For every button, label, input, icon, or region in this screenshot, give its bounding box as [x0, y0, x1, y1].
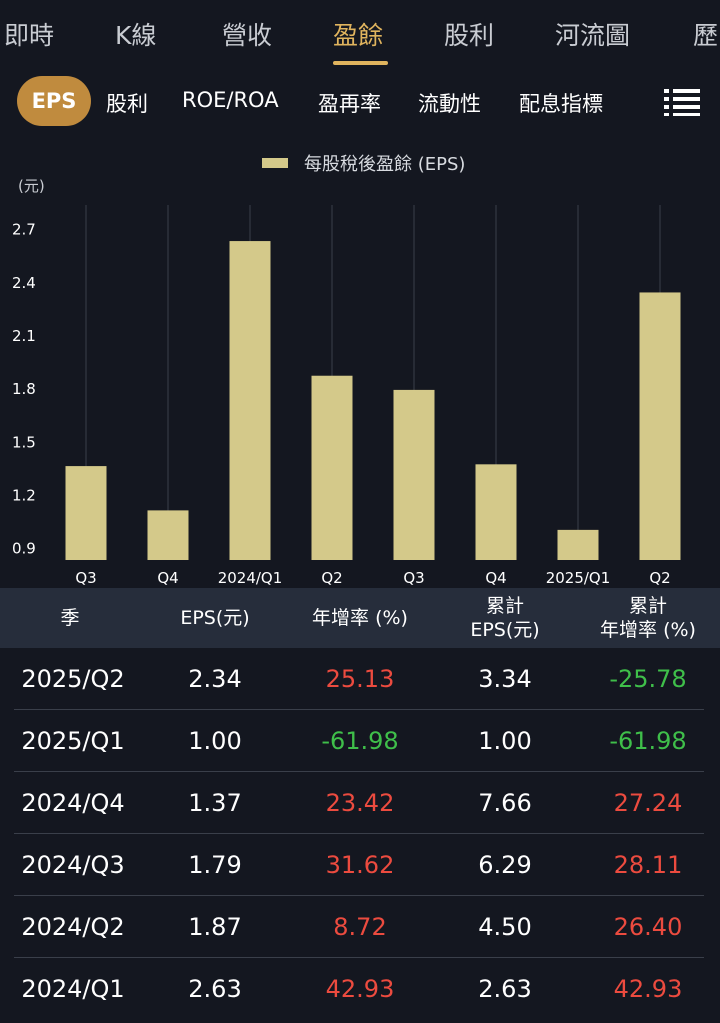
eps-chart: 每股稅後盈餘 (EPS) (元) Q3 Q4 2024/Q1 Q2 Q3 Q4 2025/Q…	[0, 140, 720, 590]
cell-yoy: -61.98	[321, 727, 399, 755]
sub-tab-bar: EPS 股利 ROE/ROA 盈再率 流動性 配息指標	[0, 68, 720, 134]
cell-yoy: 25.13	[325, 665, 395, 693]
menu-icon[interactable]	[664, 88, 700, 116]
cell-cumulative-eps: 6.29	[478, 851, 532, 879]
eps-bar[interactable]	[393, 389, 435, 560]
cell-yoy: 31.62	[325, 851, 395, 879]
cell-eps: 2.63	[188, 975, 242, 1003]
active-tab-indicator	[333, 61, 388, 65]
tab-earnings[interactable]: 盈餘	[333, 21, 384, 50]
header-season: 季	[60, 607, 80, 629]
eps-bar-chart: 每股稅後盈餘 (EPS) (元) Q3 Q4 2024/Q1 Q2 Q3 Q4 2025/Q…	[12, 154, 681, 587]
y-tick-label: 2.1	[12, 327, 36, 345]
cell-eps: 1.00	[188, 727, 242, 755]
cell-eps: 1.37	[188, 789, 242, 817]
x-tick-label: Q3	[75, 569, 96, 587]
cell-cumulative-eps: 4.50	[478, 913, 532, 941]
x-tick-label: 2024/Q1	[218, 569, 283, 587]
tab-history[interactable]: 歷	[693, 21, 719, 50]
cell-eps: 2.34	[188, 665, 242, 693]
tab-kline[interactable]: K線	[115, 21, 157, 50]
x-tick-label: 2025/Q1	[546, 569, 611, 587]
cell-cumulative-yoy: 27.24	[613, 789, 683, 817]
table-row[interactable]: 2024/Q2 1.87 8.72 4.50 26.40	[14, 896, 704, 958]
table-header: 季 EPS(元) 年增率 (%) 累計 EPS(元) 累計 年增率 (%)	[0, 588, 720, 648]
eps-bar[interactable]	[311, 375, 353, 560]
subtab-dividend[interactable]: 股利	[106, 92, 148, 116]
cell-cumulative-eps: 1.00	[478, 727, 532, 755]
header-eps: EPS(元)	[180, 607, 250, 629]
eps-bar[interactable]	[475, 464, 517, 560]
eps-bar[interactable]	[65, 466, 107, 560]
header-yoy: 年增率 (%)	[312, 607, 408, 629]
header-cumulative-yoy: 累計 年增率 (%)	[600, 595, 696, 641]
cell-season: 2024/Q2	[21, 913, 125, 941]
cell-eps: 1.87	[188, 913, 242, 941]
cell-cumulative-yoy: 26.40	[613, 913, 683, 941]
cell-cumulative-eps: 3.34	[478, 665, 532, 693]
table-row[interactable]: 2025/Q1 1.00 -61.98 1.00 -61.98	[14, 710, 704, 772]
table-row[interactable]: 2024/Q3 1.79 31.62 6.29 28.11	[14, 834, 704, 896]
cell-cumulative-yoy: -61.98	[609, 727, 687, 755]
table-row[interactable]: 2024/Q4 1.37 23.42 7.66 27.24	[14, 772, 704, 834]
y-tick-label: 0.9	[12, 540, 36, 558]
y-tick-label: 2.7	[12, 221, 36, 239]
cell-season: 2025/Q2	[21, 665, 125, 693]
x-tick-label: Q4	[485, 569, 506, 587]
x-tick-label: Q2	[649, 569, 670, 587]
cell-cumulative-yoy: 42.93	[613, 975, 683, 1003]
tab-realtime[interactable]: 即時	[4, 21, 55, 50]
cell-cumulative-eps: 2.63	[478, 975, 532, 1003]
y-tick-label: 1.8	[12, 380, 36, 398]
cell-season: 2024/Q3	[21, 851, 125, 879]
y-tick-label: 1.2	[12, 486, 36, 504]
table-row[interactable]: 2024/Q1 2.63 42.93 2.63 42.93	[14, 958, 704, 1020]
eps-bar[interactable]	[229, 241, 271, 560]
cell-yoy: 8.72	[333, 913, 387, 941]
eps-bar[interactable]	[147, 510, 189, 560]
legend-label: 每股稅後盈餘 (EPS)	[304, 154, 465, 175]
header-cumulative-eps: 累計 EPS(元)	[470, 595, 540, 641]
x-tick-label: Q2	[321, 569, 342, 587]
top-tab-bar: 即時 K線 營收 盈餘 股利 河流圖 歷	[0, 0, 720, 68]
x-tick-label: Q3	[403, 569, 424, 587]
subtab-dividend-indicators[interactable]: 配息指標	[519, 92, 603, 116]
cell-yoy: 23.42	[325, 789, 395, 817]
cell-season: 2024/Q4	[21, 789, 125, 817]
y-tick-label: 2.4	[12, 274, 36, 292]
cell-cumulative-yoy: -25.78	[609, 665, 687, 693]
cell-eps: 1.79	[188, 851, 242, 879]
eps-bar[interactable]	[639, 292, 681, 560]
y-tick-label: 1.5	[12, 433, 36, 451]
subtab-eps[interactable]: EPS	[17, 76, 91, 126]
subtab-reinvestment-rate[interactable]: 盈再率	[318, 92, 381, 116]
cell-cumulative-yoy: 28.11	[613, 851, 683, 879]
tab-revenue[interactable]: 營收	[222, 21, 273, 50]
tab-dividend[interactable]: 股利	[444, 21, 495, 50]
cell-cumulative-eps: 7.66	[478, 789, 532, 817]
cell-season: 2025/Q1	[21, 727, 125, 755]
subtab-roe-roa[interactable]: ROE/ROA	[182, 88, 279, 112]
tab-river-chart[interactable]: 河流圖	[555, 21, 631, 50]
legend-swatch	[262, 158, 288, 168]
cell-season: 2024/Q1	[21, 975, 125, 1003]
eps-bar[interactable]	[557, 529, 599, 560]
y-axis-unit: (元)	[18, 177, 45, 195]
cell-yoy: 42.93	[325, 975, 395, 1003]
table-row[interactable]: 2025/Q2 2.34 25.13 3.34 -25.78	[14, 648, 704, 710]
x-tick-label: Q4	[157, 569, 178, 587]
subtab-liquidity[interactable]: 流動性	[418, 92, 481, 116]
